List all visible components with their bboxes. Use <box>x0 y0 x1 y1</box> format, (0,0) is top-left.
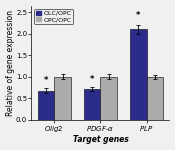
Text: *: * <box>90 75 94 84</box>
Bar <box>38 91 54 120</box>
Text: *: * <box>44 76 48 85</box>
Y-axis label: Relative of gene expression: Relative of gene expression <box>6 10 15 116</box>
Bar <box>84 89 100 120</box>
Bar <box>130 29 146 120</box>
Bar <box>100 77 117 120</box>
X-axis label: Target genes: Target genes <box>72 135 128 144</box>
Bar <box>146 77 163 120</box>
Text: *: * <box>136 11 140 20</box>
Bar <box>54 77 71 120</box>
Legend: OLC/OPC, OPC/OPC: OLC/OPC, OPC/OPC <box>34 9 73 24</box>
